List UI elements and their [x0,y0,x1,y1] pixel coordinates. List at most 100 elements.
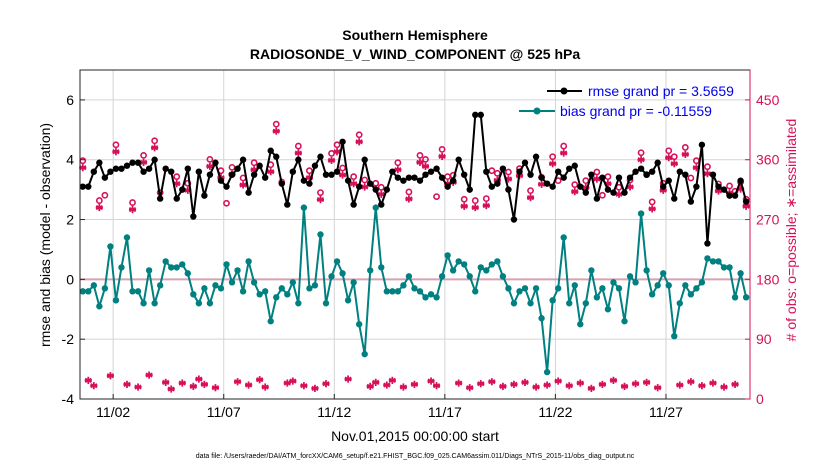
bias-point [466,273,473,280]
bias-point [123,234,131,241]
bias-point [455,258,462,265]
bias-point [394,288,402,295]
obs-possible-marker [350,173,358,181]
obs-assimilated-marker [604,180,612,188]
rmse-point [355,183,363,190]
obs-assimilated-marker [145,371,153,379]
left-tick-label-4: 4 [66,152,74,168]
obs-assimilated-marker [272,127,280,135]
obs-assimilated-marker [245,381,253,389]
bias-point [267,318,274,325]
rmse-point [632,168,639,175]
obs-possible-marker [416,151,424,159]
bias-point [350,279,357,286]
bias-point [698,279,706,286]
rmse-point [472,111,479,119]
rmse-point [261,174,269,181]
x-tick-label-1: 11/07 [207,404,241,420]
rmse-point [682,171,689,178]
obs-assimilated-marker [410,380,419,388]
obs-assimilated-marker [350,180,358,188]
left-tick-label-5: 6 [66,92,74,108]
rmse-point [671,195,678,202]
obs-assimilated-marker [620,382,629,390]
bias-point [660,270,667,277]
obs-assimilated-marker [311,384,319,392]
bias-point [295,300,302,307]
rmse-point [466,186,473,193]
obs-assimilated-marker [488,378,496,386]
obs-possible-marker [593,168,601,176]
bias-point [726,264,733,271]
obs-assimilated-marker [112,148,120,156]
obs-possible-marker [687,174,695,182]
obs-assimilated-marker [327,156,336,164]
bias-point [322,300,330,307]
bias-point [621,318,628,325]
rmse-point [378,201,385,208]
obs-assimilated-marker [123,380,131,388]
bias-point [223,261,230,268]
rmse-point [433,165,440,172]
rmse-point [593,195,601,202]
obs-assimilated-marker [598,380,607,388]
bias-point [499,273,507,280]
bias-point [532,285,540,292]
rmse-point [311,162,319,169]
plot-area [79,69,751,400]
bias-point [339,270,346,277]
obs-possible-marker [665,147,673,155]
bias-point [134,288,142,295]
rmse-point [698,141,706,148]
rmse-point [648,168,656,175]
obs-assimilated-marker [106,372,115,380]
obs-assimilated-marker [90,382,98,390]
bias-point [96,303,103,310]
obs-assimilated-marker [344,375,352,383]
bias-point [361,350,368,358]
obs-assimilated-marker [233,378,242,386]
right-tick-label-4: 360 [756,152,780,168]
rmse-point [720,186,728,193]
left-tick-label-2: 0 [66,271,74,287]
left-tick-label-0: -4 [62,391,75,407]
bias-point [289,279,297,286]
bias-point [201,285,208,292]
bias-series [79,204,750,376]
legend: rmse grand pr = 3.5659 bias grand pr = -… [519,83,734,119]
rmse-point [90,168,98,175]
obs-possible-marker [433,193,440,200]
rmse-point [273,153,280,160]
bias-point [273,294,280,301]
x-tick-label-3: 11/17 [428,404,462,420]
bias-point [693,285,700,292]
bias-point [217,285,225,292]
obs-assimilated-marker [681,150,689,159]
obs-assimilated-marker [134,383,142,391]
obs-assimilated-marker [366,382,374,390]
rmse-point [223,183,230,190]
chart-subtitle: RADIOSONDE_V_WIND_COMPONENT @ 525 hPa [250,46,580,62]
rmse-point [687,198,695,205]
rmse-point [488,183,496,190]
rmse-point [527,171,534,178]
obs-possible-marker [95,197,103,204]
rmse-point [411,174,418,181]
rmse-point [206,171,214,178]
obs-assimilated-marker [399,383,407,391]
rmse-point [588,171,595,178]
bias-point [671,332,678,340]
obs-assimilated-marker [167,385,175,393]
rmse-point [566,165,573,172]
obs-assimilated-marker [571,188,579,196]
obs-assimilated-marker [477,380,485,388]
obs-possible-marker [527,187,534,195]
obs-assimilated-marker [731,380,739,388]
obs-assimilated-marker [709,379,717,387]
rmse-point [416,177,424,184]
bias-point [615,285,623,292]
rmse-point [715,183,722,190]
obs-assimilated-marker [267,168,275,176]
bias-point [85,288,92,295]
